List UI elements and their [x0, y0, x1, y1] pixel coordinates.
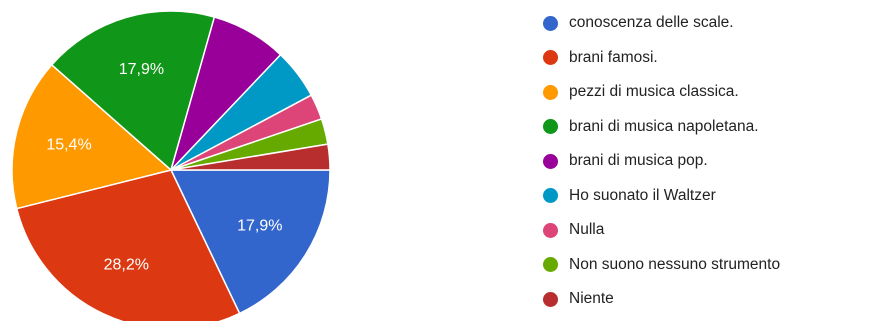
- legend-swatch-icon: [543, 50, 558, 66]
- slice-value-label: 17,9%: [119, 61, 164, 78]
- pie-slice: [169, 169, 331, 315]
- legend-item: Niente: [543, 282, 780, 317]
- legend-label: brani di musica pop.: [569, 152, 708, 170]
- legend-label: pezzi di musica classica.: [569, 83, 739, 101]
- legend-label: Ho suonato il Waltzer: [569, 186, 716, 204]
- legend-item: Nulla: [543, 213, 780, 248]
- legend-swatch-icon: [543, 119, 558, 135]
- pie-slice: [15, 169, 241, 321]
- pie-slice: [50, 10, 216, 172]
- legend: conoscenza delle scale. brani famosi. pezz…: [543, 6, 780, 317]
- legend-swatch-icon: [543, 257, 558, 273]
- legend-label: Non suono nessuno strumento: [569, 255, 781, 273]
- slice-value-label: 28,2%: [104, 257, 149, 274]
- legend-label: brani famosi.: [569, 48, 658, 66]
- legend-label: brani di musica napoletana.: [569, 117, 759, 135]
- legend-swatch-icon: [543, 153, 558, 169]
- legend-item: brani di musica pop.: [543, 144, 780, 179]
- legend-swatch-icon: [543, 188, 558, 204]
- legend-item: pezzi di musica classica.: [543, 75, 780, 110]
- legend-swatch-icon: [543, 84, 558, 100]
- legend-label: Nulla: [569, 221, 605, 239]
- slice-value-label: 17,9%: [237, 218, 282, 235]
- slice-value-label: 15,4%: [46, 137, 91, 154]
- legend-item: conoscenza delle scale.: [543, 6, 780, 41]
- pie-slice: [11, 63, 173, 210]
- legend-label: conoscenza delle scale.: [569, 14, 734, 32]
- legend-swatch-icon: [543, 222, 558, 238]
- legend-label: Niente: [569, 290, 614, 308]
- pie-chart: 17,9% 28,2% 15,4% 17,9%: [11, 10, 331, 321]
- legend-swatch-icon: [543, 15, 558, 31]
- legend-item: brani famosi.: [543, 41, 780, 76]
- legend-item: Ho suonato il Waltzer: [543, 179, 780, 214]
- legend-swatch-icon: [543, 291, 558, 307]
- legend-item: brani di musica napoletana.: [543, 110, 780, 145]
- pie-slice: [170, 143, 331, 171]
- legend-item: Non suono nessuno strumento: [543, 248, 780, 283]
